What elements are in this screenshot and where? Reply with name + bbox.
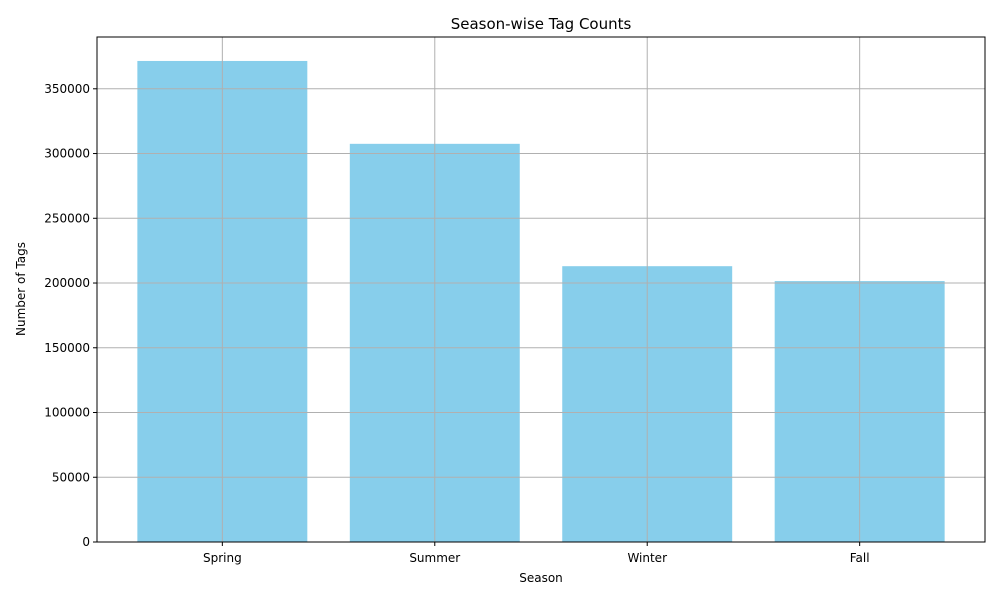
y-tick-label: 150000 <box>44 341 90 355</box>
x-tick-label: Winter <box>627 551 667 565</box>
y-tick-label: 0 <box>82 535 90 549</box>
y-tick-label: 200000 <box>44 276 90 290</box>
x-tick-label: Fall <box>850 551 870 565</box>
ticks-layer: 0 50000 100000 150000 200000 250000 300000 3500… <box>44 82 869 565</box>
y-tick-label: 300000 <box>44 147 90 161</box>
y-tick-label: 50000 <box>52 470 90 484</box>
plot-frame <box>96 36 986 543</box>
y-tick-label: 350000 <box>44 82 90 96</box>
x-tick-label: Spring <box>203 551 242 565</box>
x-tick-label: Summer <box>409 551 460 565</box>
y-tick-label: 100000 <box>44 406 90 420</box>
bars-layer <box>137 60 945 543</box>
x-axis-label: Season <box>519 571 563 585</box>
chart-title: Season-wise Tag Counts <box>451 15 632 33</box>
y-tick-label: 250000 <box>44 211 90 225</box>
y-axis-label: Number of Tags <box>14 242 28 336</box>
